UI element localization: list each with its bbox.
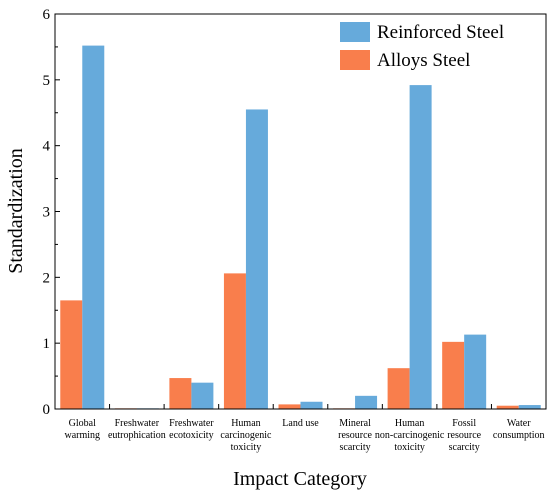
x-axis: Global warming Freshwater eutrophicationFre…: [65, 404, 545, 453]
legend-swatch: [340, 50, 370, 70]
legend: Reinforced Steel Alloys Steel: [340, 22, 504, 71]
bar-alloys-steel-3: [223, 273, 246, 409]
x-tick-label: Land use: [282, 418, 319, 429]
bar-alloys-steel-4: [278, 404, 301, 409]
bar-reinforced-steel-7: [464, 334, 487, 409]
x-tick-label-line: Fossil: [452, 418, 476, 429]
y-tick-label: 0: [43, 402, 51, 418]
x-tick-label: Human carcinogenic toxicity: [220, 418, 272, 453]
bar-alloys-steel-6: [387, 368, 410, 409]
bar-alloys-steel-7: [442, 341, 465, 409]
x-tick-label-line: Freshwater: [115, 418, 160, 429]
y-tick-label: 4: [43, 139, 51, 155]
x-tick-label-line: Water: [507, 418, 531, 429]
bar-alloys-steel-2: [169, 378, 192, 409]
x-tick-label-line: scarcity: [340, 442, 371, 453]
x-tick-label-line: carcinogenic: [220, 430, 272, 441]
legend-swatch: [340, 22, 370, 42]
x-tick-label-line: consumption: [493, 430, 545, 441]
bar-reinforced-steel-4: [300, 401, 323, 409]
bar-reinforced-steel-5: [355, 395, 378, 409]
x-tick-label-line: non-carcinogenic: [375, 430, 445, 441]
y-axis: 0 1 2 3 4 5 6: [43, 7, 60, 418]
y-tick-label: 6: [43, 7, 51, 23]
bars-group: [60, 45, 541, 410]
bar-reinforced-steel-8: [518, 405, 541, 409]
y-tick-label: 1: [43, 336, 51, 352]
x-tick-label-line: resource: [338, 430, 372, 441]
x-tick-label-line: toxicity: [394, 442, 425, 453]
x-tick-label-line: resource: [447, 430, 481, 441]
x-tick-label: Global warming: [65, 418, 101, 441]
legend-label: Reinforced Steel: [377, 22, 504, 43]
legend-label: Alloys Steel: [377, 50, 470, 71]
x-tick-label-line: Freshwater: [169, 418, 214, 429]
x-tick-label: Freshwater ecotoxicity: [169, 418, 214, 441]
x-tick-label: Human non-carcinogenic toxicity: [375, 418, 445, 453]
y-axis-title: Standardization: [5, 148, 27, 274]
bar-reinforced-steel-0: [82, 45, 105, 409]
bar-alloys-steel-0: [60, 300, 83, 410]
y-tick-label: 5: [43, 73, 51, 89]
x-tick-label-line: Global: [69, 418, 96, 429]
x-tick-label: Freshwater eutrophication: [108, 418, 166, 441]
x-axis-title: Impact Category: [233, 468, 367, 490]
x-tick-label-line: ecotoxicity: [169, 430, 213, 441]
x-tick-label-line: toxicity: [231, 442, 262, 453]
x-tick-label: Mineral resource scarcity: [338, 418, 372, 453]
x-tick-label-line: eutrophication: [108, 430, 166, 441]
x-tick-label-line: Mineral: [339, 418, 371, 429]
x-tick-label: Fossil resource scarcity: [447, 418, 481, 453]
y-tick-label: 3: [43, 205, 51, 221]
bar-reinforced-steel-2: [191, 382, 214, 409]
bar-alloys-steel-8: [496, 405, 519, 409]
x-tick-label-line: scarcity: [449, 442, 480, 453]
bar-reinforced-steel-3: [245, 109, 268, 410]
x-tick-label-line: Human: [395, 418, 424, 429]
x-tick-label-line: warming: [65, 430, 101, 441]
bar-reinforced-steel-6: [409, 85, 432, 409]
x-tick-label: Water consumption: [493, 418, 545, 441]
y-tick-label: 2: [43, 270, 51, 286]
x-tick-label-line: Land use: [282, 418, 319, 429]
x-tick-label-line: Human: [231, 418, 260, 429]
